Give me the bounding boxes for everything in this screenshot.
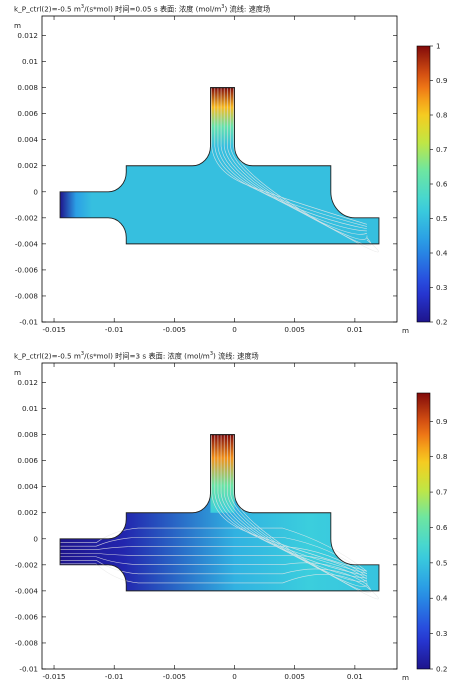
y-tick-label: -0.01 [19, 665, 38, 674]
streamline [230, 87, 372, 246]
colorbar-tick-label: 0.4 [436, 594, 448, 603]
y-tick-label: 0.004 [17, 135, 38, 144]
y-tick-label: 0.012 [17, 31, 38, 40]
streamline [227, 87, 368, 240]
concentration-plot-t3: k_P_ctrl(2)=-0.5 m3/(s*mol) 时间=3 s 表面: 浓… [0, 347, 463, 693]
y-tick-label: 0.002 [17, 161, 38, 170]
y-axis-label: m [14, 368, 21, 377]
colorbar-tick-label: 0.2 [436, 318, 447, 327]
colorbar-tick-label: 0.3 [436, 283, 447, 292]
colorbar-tick-label: 0.2 [436, 665, 447, 674]
y-tick-label: -0.006 [15, 265, 39, 274]
y-tick-label: 0.006 [17, 456, 38, 465]
y-tick-label: 0 [33, 187, 38, 196]
y-tick-label: 0.006 [17, 109, 38, 118]
x-axis-label: m [402, 326, 409, 335]
colorbar-tick-label: 0.7 [436, 145, 447, 154]
y-tick-label: -0.008 [15, 638, 39, 647]
y-tick-label: 0.01 [22, 57, 38, 66]
x-tick-label: -0.015 [42, 325, 65, 334]
colorbar-tick-label: 0.5 [436, 214, 447, 223]
x-axis-label: m [402, 673, 409, 682]
streamline [220, 434, 367, 579]
y-tick-label: 0.002 [17, 508, 38, 517]
plot-frame [41, 362, 398, 670]
colorbar-tick-label: 0.9 [436, 417, 448, 426]
y-tick-label: 0.012 [17, 378, 38, 387]
colorbar-tick-label: 0.6 [436, 180, 448, 189]
streamline [60, 527, 368, 572]
y-tick-label: -0.004 [15, 239, 39, 248]
colorbar-tick-label: 0.7 [436, 488, 447, 497]
y-tick-label: 0.008 [17, 430, 38, 439]
colorbar [416, 45, 431, 323]
domain-outline [59, 434, 380, 592]
streamline [223, 434, 368, 582]
streamline [60, 556, 368, 583]
x-tick-label: -0.005 [163, 672, 186, 681]
y-tick-label: -0.008 [15, 291, 39, 300]
x-tick-label: -0.015 [42, 672, 65, 681]
streamline [60, 559, 368, 585]
streamline [223, 87, 368, 235]
colorbar-tick-label: 0.8 [436, 452, 448, 461]
streamline [60, 536, 368, 575]
y-tick-label: 0.004 [17, 482, 38, 491]
colorbar-tick-label: 0.5 [436, 558, 447, 567]
streamline [211, 87, 368, 225]
concentration-plot-t005: k_P_ctrl(2)=-0.5 m3/(s*mol) 时间=0.05 s 表面… [0, 0, 463, 346]
y-tick-label: -0.002 [15, 213, 38, 222]
y-axis-label: m [14, 21, 21, 30]
plot-canvas: -0.015 -0.01 -0.005 0 0.005 0.01 m0.0120.010.0… [14, 15, 448, 335]
y-tick-label: 0 [33, 534, 38, 543]
streamline [217, 87, 367, 230]
streamline [60, 563, 368, 588]
plot-title: k_P_ctrl(2)=-0.5 m3/(s*mol) 时间=0.05 s 表面… [14, 4, 271, 14]
x-tick-label: 0.005 [284, 672, 305, 681]
x-tick-label: -0.01 [105, 672, 124, 681]
streamline [60, 552, 368, 580]
colorbar-tick-label: 0.6 [436, 523, 448, 532]
y-tick-label: -0.01 [19, 318, 38, 327]
plot-title: k_P_ctrl(2)=-0.5 m3/(s*mol) 时间=3 s 表面: 浓… [14, 351, 259, 361]
x-tick-label: 0.01 [347, 325, 363, 334]
colorbar-tick-label: 0.3 [436, 629, 447, 638]
x-tick-label: 0 [232, 325, 237, 334]
top-channel-surface [210, 434, 235, 513]
colorbar-tick-label: 0.8 [436, 111, 448, 120]
y-tick-label: 0.01 [22, 404, 38, 413]
x-tick-label: -0.005 [163, 325, 186, 334]
y-tick-label: -0.002 [15, 560, 38, 569]
streamline [217, 434, 367, 577]
plot-canvas: -0.015 -0.01 -0.005 0 0.005 0.01 m0.0120.010.0… [14, 362, 448, 682]
y-tick-label: -0.006 [15, 612, 39, 621]
colorbar-tick-label: 1 [436, 42, 441, 51]
x-tick-label: 0 [232, 672, 237, 681]
colorbar-tick-label: 0.9 [436, 76, 448, 85]
colorbar-tick-label: 0.4 [436, 249, 448, 258]
y-tick-label: -0.004 [15, 586, 39, 595]
x-tick-label: -0.01 [105, 325, 124, 334]
streamline [211, 434, 368, 572]
top-channel-surface [210, 87, 235, 166]
x-tick-label: 0.005 [284, 325, 305, 334]
streamline [230, 434, 372, 593]
domain-outline [59, 87, 380, 245]
y-tick-label: 0.008 [17, 83, 38, 92]
streamline [220, 87, 367, 232]
colorbar [416, 392, 431, 670]
x-tick-label: 0.01 [347, 672, 363, 681]
streamline [227, 434, 368, 587]
plot-frame [41, 15, 398, 323]
